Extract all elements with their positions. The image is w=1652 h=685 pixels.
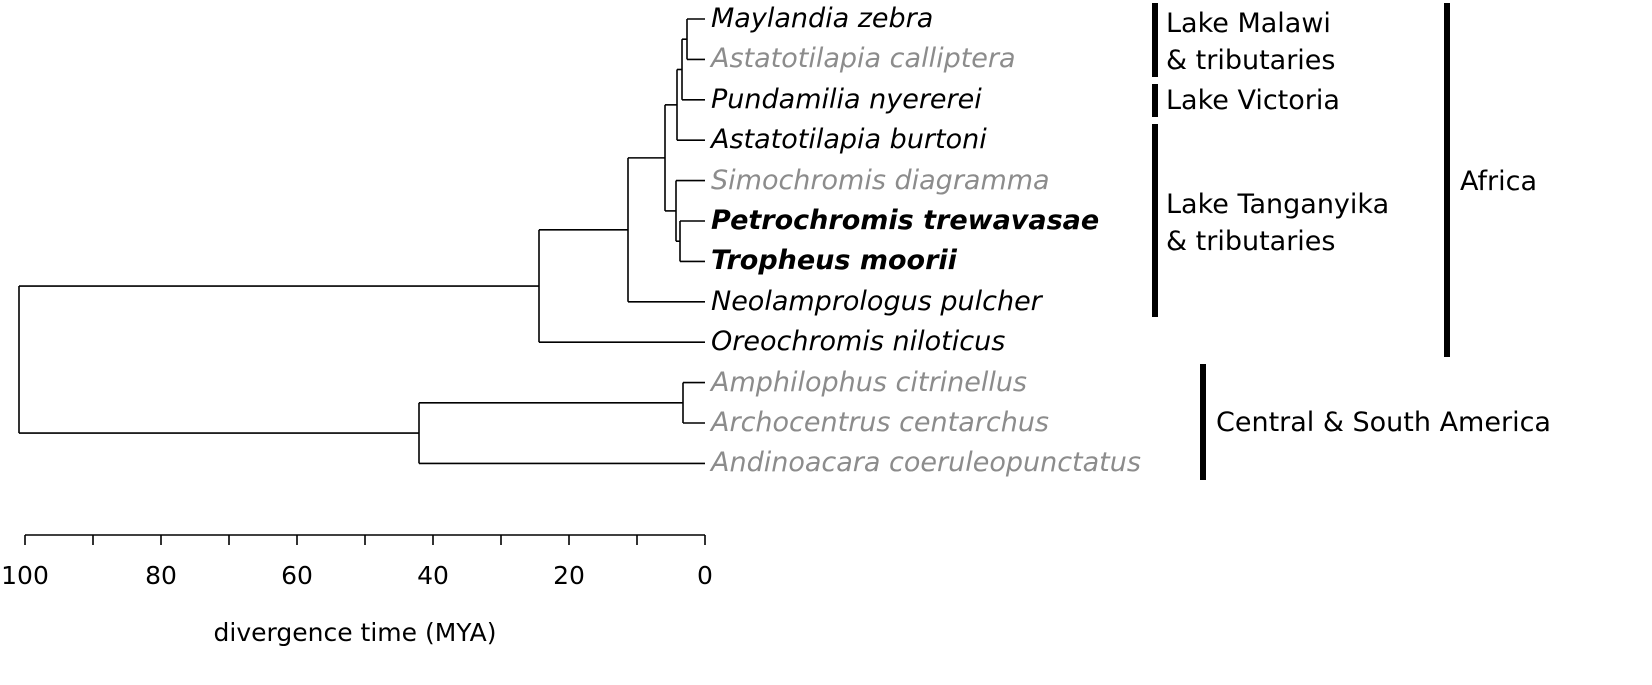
bracket-0 bbox=[1152, 3, 1158, 77]
axis-title: divergence time (MYA) bbox=[213, 618, 497, 647]
taxon-label-simochromis-diagramma: Simochromis diagramma bbox=[711, 164, 1050, 196]
taxon-label-astatotilapia-burtoni: Astatotilapia burtoni bbox=[711, 124, 987, 156]
taxon-label-andinoacara-coeruleopunctatus: Andinoacara coeruleopunctatus bbox=[711, 447, 1141, 479]
taxon-label-amphilophus-citrinellus: Amphilophus citrinellus bbox=[711, 366, 1027, 398]
group-brackets bbox=[1152, 3, 1450, 480]
group-label-lake-tanganyika: Lake Tanganyika & tributaries bbox=[1166, 189, 1390, 257]
tick-label-40: 40 bbox=[417, 561, 449, 590]
tick-label-0: 0 bbox=[697, 561, 713, 590]
group-label-lake-malawi: Lake Malawi & tributaries bbox=[1166, 8, 1336, 76]
bracket-2 bbox=[1152, 124, 1158, 317]
taxon-label-pundamilia-nyererei: Pundamilia nyererei bbox=[711, 83, 982, 115]
bracket-4 bbox=[1444, 3, 1450, 357]
taxon-label-astatotilapia-calliptera: Astatotilapia calliptera bbox=[711, 43, 1016, 75]
tick-label-100: 100 bbox=[1, 561, 49, 590]
group-label-lake-victoria: Lake Victoria bbox=[1166, 85, 1340, 116]
taxon-label-neolamprologus-pulcher: Neolamprologus pulcher bbox=[711, 285, 1042, 317]
tick-label-20: 20 bbox=[553, 561, 585, 590]
bracket-1 bbox=[1152, 84, 1158, 117]
tick-label-60: 60 bbox=[281, 561, 313, 590]
bracket-3 bbox=[1200, 364, 1206, 480]
time-axis bbox=[24, 534, 706, 545]
taxon-label-archocentrus-centarchus: Archocentrus centarchus bbox=[711, 407, 1050, 438]
taxon-label-oreochromis-niloticus: Oreochromis niloticus bbox=[711, 326, 1006, 358]
tick-label-80: 80 bbox=[145, 561, 177, 590]
tree-branches bbox=[18, 18, 705, 465]
taxon-label-petrochromis-trewavasae: Petrochromis trewavasae bbox=[711, 205, 1100, 236]
taxon-label-maylandia-zebra: Maylandia zebra bbox=[711, 3, 934, 34]
group-label-africa: Africa bbox=[1460, 166, 1538, 197]
taxon-label-tropheus-moorii: Tropheus moorii bbox=[711, 245, 957, 277]
group-label-central-south-america: Central & South America bbox=[1216, 407, 1551, 438]
